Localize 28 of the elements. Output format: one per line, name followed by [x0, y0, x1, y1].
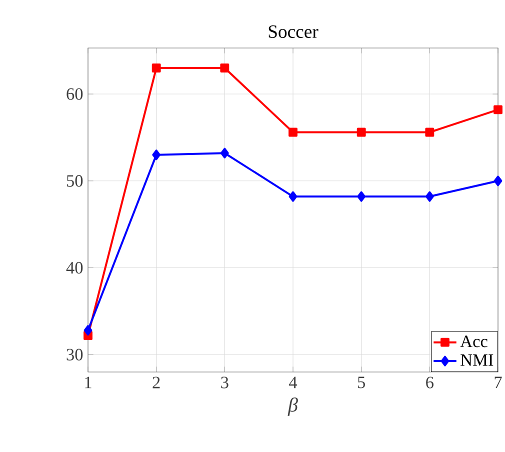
x-tick-label: 4: [289, 376, 298, 388]
point: [494, 176, 502, 186]
x-tick-label: 3: [221, 376, 228, 388]
x-tick-label: 1: [85, 376, 92, 388]
x-tick-label: 6: [426, 376, 434, 388]
x-tick-label: 7: [494, 376, 502, 388]
x-tick-label: 5: [358, 376, 365, 388]
x-tick-label: 2: [152, 376, 160, 388]
point: [220, 148, 229, 158]
chart-title: Soccer: [268, 25, 318, 38]
y-tick-label: 50: [66, 175, 83, 187]
point: [357, 191, 366, 202]
y-tick-label: 60: [66, 88, 83, 100]
point: [356, 128, 366, 137]
point: [152, 150, 161, 160]
x-axis-title: β: [288, 398, 298, 416]
legend-label: NMI: [460, 354, 494, 366]
y-tick-label: 40: [66, 262, 83, 274]
point: [288, 128, 298, 137]
point: [84, 325, 92, 336]
point: [288, 191, 298, 202]
y-tick-label: 30: [66, 348, 83, 360]
point: [425, 191, 434, 202]
point: [494, 105, 502, 114]
point: [425, 128, 434, 137]
point: [220, 64, 230, 72]
legend-label: Acc: [460, 336, 488, 348]
point: [152, 64, 161, 72]
